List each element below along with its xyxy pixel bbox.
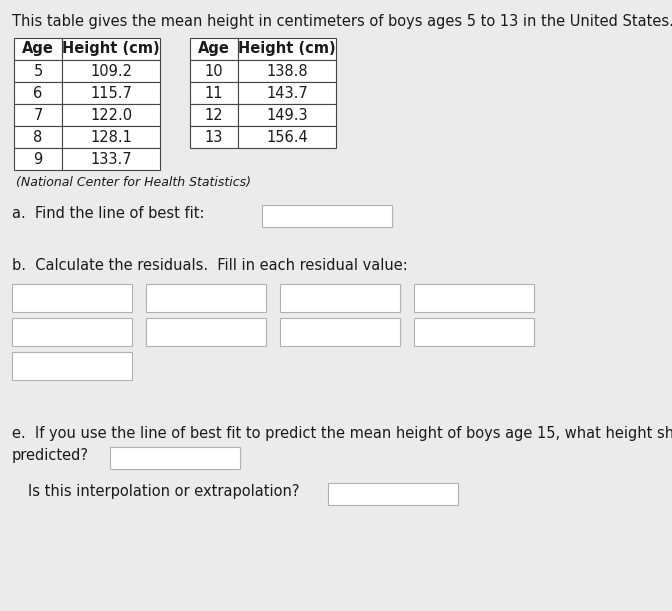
Text: e.  If you use the line of best fit to predict the mean height of boys age 15, w: e. If you use the line of best fit to pr… bbox=[12, 426, 672, 441]
Bar bbox=[110, 447, 240, 469]
Text: 128.1: 128.1 bbox=[90, 130, 132, 144]
Text: predicted?: predicted? bbox=[12, 448, 89, 463]
Bar bbox=[14, 38, 62, 60]
Bar bbox=[190, 60, 238, 82]
Text: 133.7: 133.7 bbox=[90, 152, 132, 167]
Bar bbox=[14, 104, 62, 126]
Text: 10: 10 bbox=[205, 64, 223, 78]
Text: 13: 13 bbox=[205, 130, 223, 144]
Bar bbox=[190, 82, 238, 104]
Text: Is this interpolation or extrapolation?: Is this interpolation or extrapolation? bbox=[28, 484, 300, 499]
Bar bbox=[280, 318, 400, 346]
Text: a.  Find the line of best fit:: a. Find the line of best fit: bbox=[12, 206, 204, 221]
Bar bbox=[328, 483, 458, 505]
Text: Height (cm): Height (cm) bbox=[238, 42, 336, 56]
Bar bbox=[414, 284, 534, 312]
Bar bbox=[14, 148, 62, 170]
Bar bbox=[12, 284, 132, 312]
Bar bbox=[238, 60, 336, 82]
Bar bbox=[262, 205, 392, 227]
Bar bbox=[146, 318, 266, 346]
Bar bbox=[238, 104, 336, 126]
Bar bbox=[14, 60, 62, 82]
Text: 6: 6 bbox=[34, 86, 42, 100]
Text: 149.3: 149.3 bbox=[266, 108, 308, 122]
Text: 7: 7 bbox=[34, 108, 43, 122]
Bar bbox=[62, 82, 160, 104]
Bar bbox=[190, 38, 238, 60]
Bar bbox=[238, 126, 336, 148]
Text: b.  Calculate the residuals.  Fill in each residual value:: b. Calculate the residuals. Fill in each… bbox=[12, 258, 408, 273]
Text: Age: Age bbox=[22, 42, 54, 56]
Bar bbox=[62, 104, 160, 126]
Bar bbox=[62, 60, 160, 82]
Bar bbox=[146, 284, 266, 312]
Bar bbox=[190, 104, 238, 126]
Bar bbox=[190, 126, 238, 148]
Bar bbox=[12, 352, 132, 380]
Bar bbox=[238, 82, 336, 104]
Text: 109.2: 109.2 bbox=[90, 64, 132, 78]
Text: 143.7: 143.7 bbox=[266, 86, 308, 100]
Text: 11: 11 bbox=[205, 86, 223, 100]
Bar bbox=[280, 284, 400, 312]
Bar bbox=[62, 148, 160, 170]
Text: 5: 5 bbox=[34, 64, 42, 78]
Text: Age: Age bbox=[198, 42, 230, 56]
Bar bbox=[14, 82, 62, 104]
Text: 8: 8 bbox=[34, 130, 42, 144]
Text: 138.8: 138.8 bbox=[266, 64, 308, 78]
Bar bbox=[62, 38, 160, 60]
Bar bbox=[12, 318, 132, 346]
Bar bbox=[414, 318, 534, 346]
Bar bbox=[62, 126, 160, 148]
Text: 12: 12 bbox=[205, 108, 223, 122]
Bar bbox=[14, 126, 62, 148]
Text: Height (cm): Height (cm) bbox=[62, 42, 160, 56]
Bar bbox=[238, 38, 336, 60]
Text: 122.0: 122.0 bbox=[90, 108, 132, 122]
Text: 156.4: 156.4 bbox=[266, 130, 308, 144]
Text: 115.7: 115.7 bbox=[90, 86, 132, 100]
Text: This table gives the mean height in centimeters of boys ages 5 to 13 in the Unit: This table gives the mean height in cent… bbox=[12, 14, 672, 29]
Text: 9: 9 bbox=[34, 152, 42, 167]
Text: (National Center for Health Statistics): (National Center for Health Statistics) bbox=[16, 176, 251, 189]
